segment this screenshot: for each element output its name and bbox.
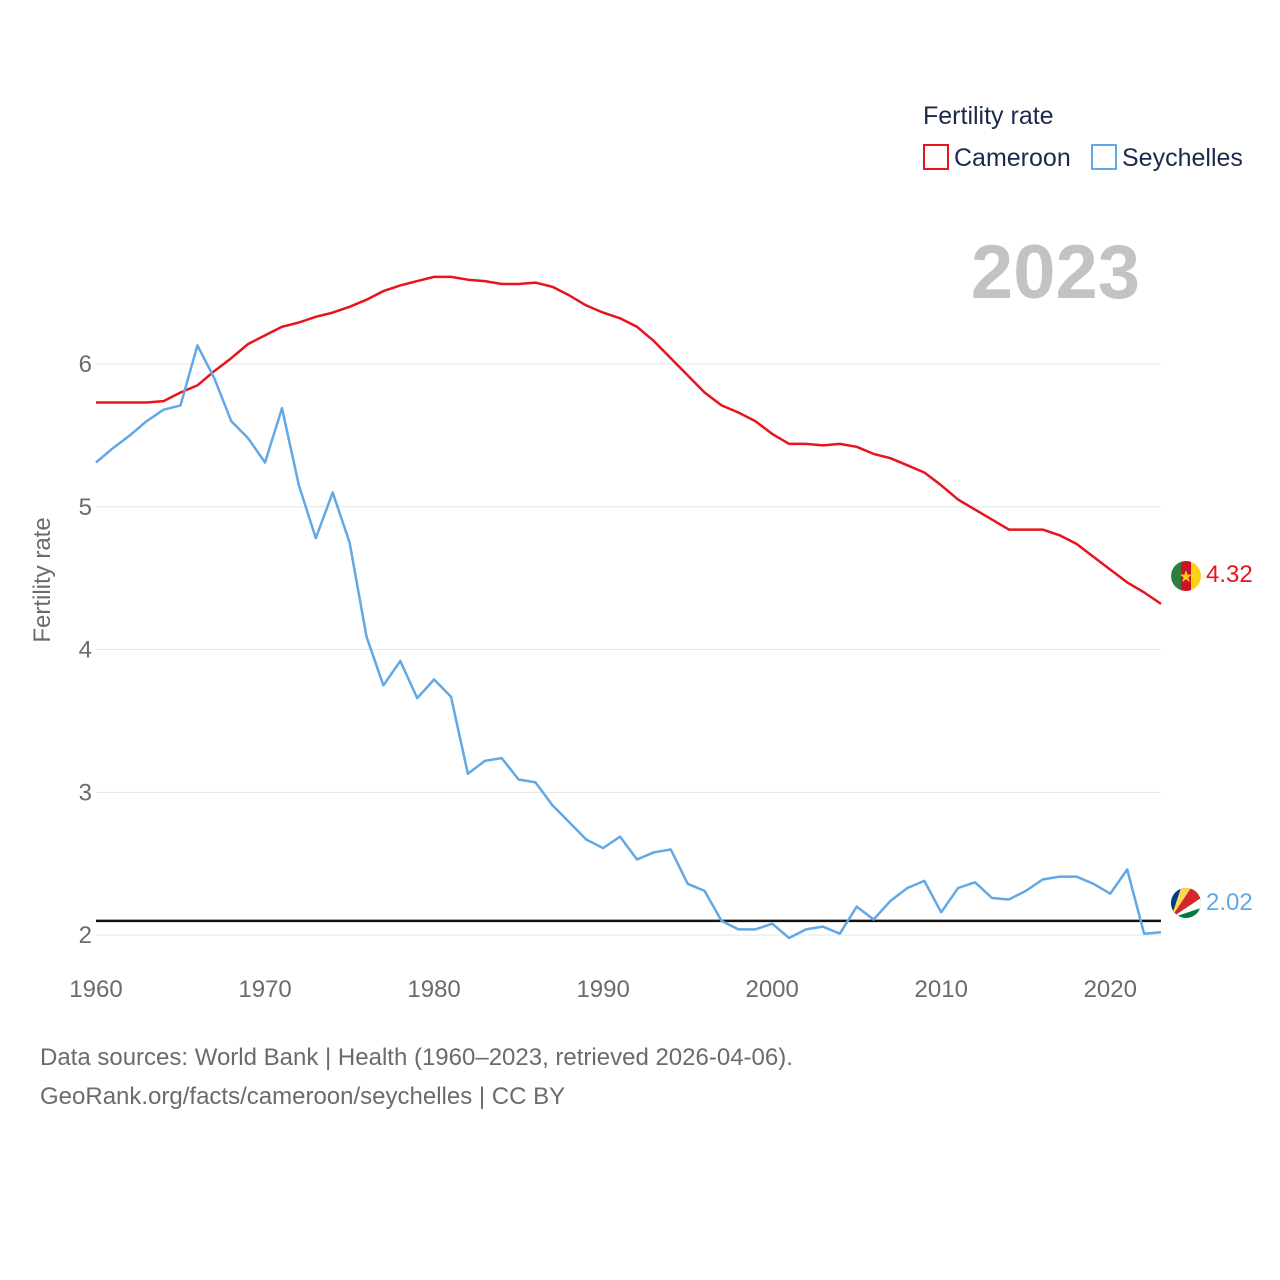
y-tick-label: 4: [79, 637, 92, 664]
cameroon-end-value: 4.32: [1206, 561, 1253, 588]
cameroon-flag-icon: [1171, 561, 1201, 591]
x-axis-ticks: 1960 1970 1980 1990 2000 2010 2020: [69, 976, 1137, 1003]
y-axis-ticks: 2 3 4 5 6: [79, 351, 92, 949]
attribution-link[interactable]: GeoRank.org/facts/cameroon/seychelles | …: [40, 1083, 566, 1110]
legend-label-cameroon[interactable]: Cameroon: [954, 144, 1071, 172]
cameroon-line: [96, 275, 1162, 605]
legend-label-seychelles[interactable]: Seychelles: [1122, 144, 1243, 172]
y-tick-label: 3: [79, 779, 92, 806]
y-tick-label: 6: [79, 351, 92, 378]
legend-title: Fertility rate: [923, 102, 1054, 130]
x-tick-label: 1990: [576, 976, 629, 1003]
x-tick-label: 1960: [69, 976, 122, 1003]
gridlines: [96, 363, 1161, 936]
x-tick-label: 1980: [407, 976, 460, 1003]
legend-swatch-cameroon[interactable]: [923, 144, 949, 170]
x-tick-label: 2020: [1084, 976, 1137, 1003]
data-source-note: Data sources: World Bank | Health (1960–…: [40, 1044, 793, 1071]
y-tick-label: 2: [79, 922, 92, 949]
seychelles-line: [95, 344, 1162, 940]
legend-swatch-seychelles[interactable]: [1091, 144, 1117, 170]
y-axis-label: Fertility rate: [29, 517, 56, 642]
x-tick-label: 1970: [238, 976, 291, 1003]
x-tick-label: 2000: [745, 976, 798, 1003]
seychelles-end-value: 2.02: [1206, 889, 1253, 916]
x-tick-label: 2010: [915, 976, 968, 1003]
year-label: 2023: [971, 230, 1140, 315]
y-tick-label: 5: [79, 494, 92, 521]
seychelles-flag-icon: [1171, 888, 1201, 918]
